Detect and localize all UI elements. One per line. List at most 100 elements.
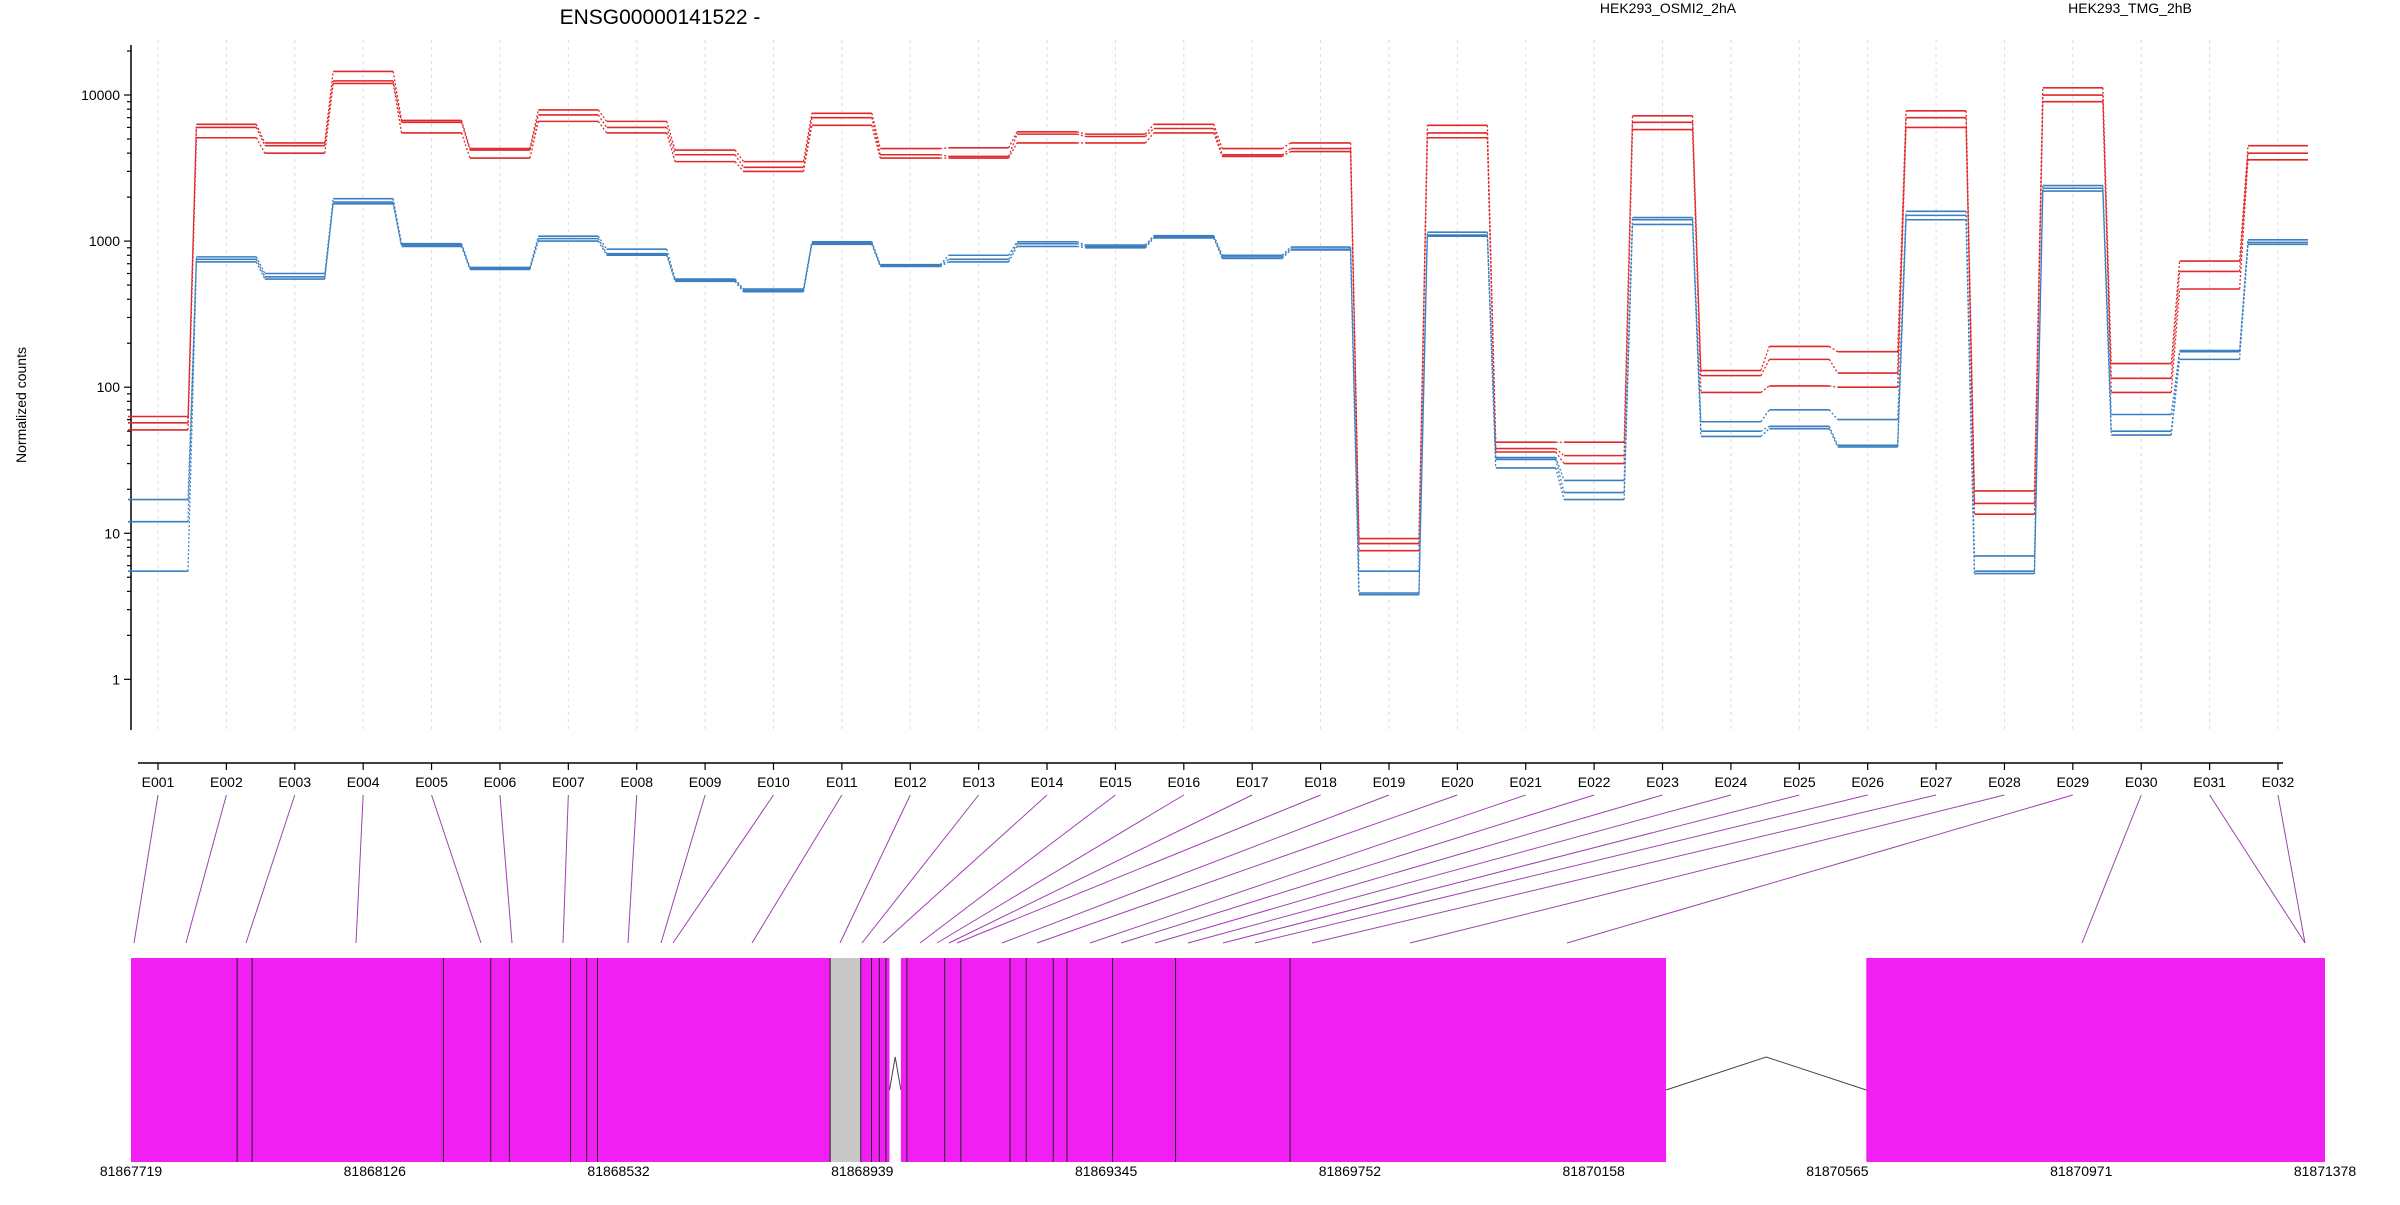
series-connector (1076, 241, 1086, 246)
series-group (128, 82, 2308, 552)
series-connector (597, 238, 608, 255)
exon-link (919, 794, 1116, 944)
exon-link-lines (133, 794, 2306, 944)
series-connector (1965, 117, 1976, 504)
series-connector (1897, 127, 1907, 388)
genomic-tick-label: 81869345 (1075, 1163, 1138, 1179)
genomic-axis: 81867719 81868126 81868532 81868939 81869345… (100, 1163, 2357, 1179)
series-connector (2170, 351, 2181, 432)
series-connector (1486, 236, 1497, 468)
x-tick-label: E008 (620, 774, 653, 790)
series-connector (1281, 151, 1291, 157)
series-connector (1965, 219, 1976, 574)
series-connector (2102, 191, 2112, 436)
series-connector (1418, 137, 1429, 551)
series-connector (1760, 385, 1770, 393)
series-connector (1555, 457, 1565, 481)
genomic-tick-label: 81870565 (1806, 1163, 1869, 1179)
genomic-tick-label: 81871378 (2294, 1163, 2357, 1179)
series-connector (1008, 131, 1018, 149)
series-connector (2033, 101, 2044, 515)
exon-link (1154, 794, 1663, 944)
series-connector (2170, 271, 2181, 379)
genomic-tick-label: 81867719 (100, 1163, 163, 1179)
x-tick-label: E022 (1578, 774, 1611, 790)
exon-link (956, 794, 1321, 944)
exon-link (1089, 794, 1526, 944)
series-connector (1760, 409, 1770, 423)
x-tick-label: E024 (1715, 774, 1748, 790)
series-connector (666, 132, 676, 162)
exon-link (562, 794, 569, 944)
exon-link (936, 794, 1185, 944)
series-connector (939, 258, 950, 267)
exon-link (751, 794, 843, 944)
series-connector (1965, 127, 1976, 515)
series-connector (1008, 243, 1018, 260)
genomic-tick-label: 81870158 (1563, 1163, 1626, 1179)
exon-link (1036, 794, 1458, 944)
series-group (128, 190, 2308, 596)
x-tick-label: E029 (2056, 774, 2089, 790)
series-connector (187, 137, 198, 430)
series-connector (1144, 132, 1155, 144)
series-connector (460, 244, 471, 269)
series-connector (255, 259, 266, 278)
genomic-tick-label: 81870971 (2050, 1163, 2113, 1179)
series-connector (187, 124, 198, 417)
series-connector (871, 117, 881, 155)
exon-block (131, 958, 890, 1162)
series-connector (871, 241, 881, 265)
series-connector (392, 83, 403, 134)
series-group (128, 80, 2308, 545)
x-tick-label: E021 (1509, 774, 1542, 790)
series-connector (529, 109, 539, 149)
x-tick-label: E025 (1783, 774, 1816, 790)
series-connector (460, 122, 471, 151)
x-tick-label: E019 (1373, 774, 1406, 790)
series-connector (255, 124, 266, 144)
exon-link (355, 794, 364, 944)
x-tick-label: E011 (826, 774, 858, 790)
x-axis: E001 E002 E003 E004 E005 E006 E007 E008 E009 E010… (138, 762, 2295, 790)
exon-link (882, 794, 1048, 944)
series-connector (2170, 261, 2181, 364)
y-tick-label: 10000 (81, 87, 120, 103)
exon-link (672, 794, 774, 944)
series-connector (940, 147, 949, 150)
x-tick-label: E001 (142, 774, 175, 790)
series-connector (1828, 426, 1839, 446)
exon-link (861, 794, 980, 944)
series-connector (1281, 142, 1291, 150)
series-connector (255, 127, 266, 146)
series-connector (1076, 245, 1086, 249)
x-tick-label: E007 (552, 774, 585, 790)
series-connector (255, 137, 266, 154)
series-connector (1213, 128, 1223, 155)
series-connector (597, 114, 608, 128)
series-connector (529, 114, 539, 151)
series-connector (1828, 359, 1839, 374)
x-tick-label: E031 (2193, 774, 2226, 790)
series-connector (2238, 244, 2249, 360)
genomic-tick-label: 81868532 (587, 1163, 650, 1179)
x-tick-label: E013 (962, 774, 995, 790)
series-connector (1760, 425, 1770, 432)
series-connector (666, 249, 676, 280)
series-connector (871, 125, 881, 159)
series-connector (1144, 128, 1155, 137)
series-connector (666, 255, 676, 282)
x-tick-label: E009 (689, 774, 722, 790)
genomic-tick-label: 81869752 (1319, 1163, 1382, 1179)
x-tick-label: E002 (210, 774, 243, 790)
exon-link (1001, 794, 1390, 944)
series-connector (460, 246, 471, 270)
series-connector (1144, 236, 1155, 247)
series-connector (666, 121, 676, 151)
series-group (128, 184, 2308, 572)
series-connector (255, 256, 266, 274)
series-connector (1076, 243, 1086, 248)
exon-link (133, 794, 159, 944)
genomic-tick-label: 81868126 (344, 1163, 407, 1179)
